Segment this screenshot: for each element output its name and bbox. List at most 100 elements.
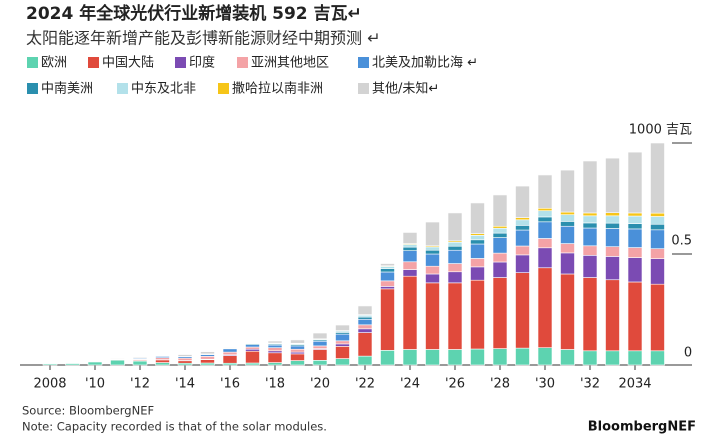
bar-segment [290,348,305,353]
bar-segment [560,349,575,366]
x-tick-label: '16 [220,377,240,392]
x-tick-label: 2034 [618,377,651,392]
bar-segment [425,249,440,255]
legend-swatch [358,57,369,68]
bar-segment [605,222,620,229]
bar-segment [380,266,395,269]
y-tick-label: 0.5 [671,234,692,249]
bar-segment [335,324,350,331]
bar-segment [425,282,440,350]
bar-segment [357,318,373,326]
bar-segment [470,235,485,241]
bar-segment [627,223,643,230]
bar-segment [380,350,395,366]
bar-segment [222,346,238,349]
legend-label: 亚洲其他地区 [251,56,329,71]
x-tick-label: '24 [400,377,420,392]
bar-segment [425,253,440,267]
bar-segment [447,249,463,264]
bar-segment [605,256,620,281]
bar-segment [627,257,643,283]
bar-segment [582,245,598,256]
bar-segment [605,215,620,224]
bar-segment [290,360,305,366]
bar-segment [380,263,395,267]
bar-segment [470,348,485,366]
x-tick-label: '26 [445,377,465,392]
bar-segment [447,241,463,247]
bar-segment [492,252,508,263]
bar-segment [447,271,463,284]
bar-segment [245,344,260,348]
bar-segment [380,286,395,290]
bar-segment [627,228,643,248]
bar-segment [357,316,373,320]
bar-segment [492,227,508,234]
bar-segment [177,354,193,357]
bar-segment [515,245,530,256]
bar-segment [357,328,373,333]
bar-segment [132,357,148,359]
legend-label: 中南美洲 [41,81,93,97]
bar-segment [537,267,553,348]
bar-segment [605,212,620,217]
bar-segment [492,348,508,366]
bar-segment [627,247,643,258]
bar-segment [537,210,553,218]
legend-swatch [358,83,369,94]
bar-segment [267,344,283,348]
bar-segment [470,258,485,268]
bar-segment [447,282,463,350]
bar-segment [582,350,598,366]
bar-segment [425,265,440,275]
bar-segment [425,221,440,247]
x-tick-label: '10 [85,377,105,392]
bar-segment [560,252,575,275]
bar-segment [110,359,125,366]
bar-segment [560,273,575,350]
bar-segment [560,169,575,213]
bar-segment [380,280,395,287]
bar-segment [492,237,508,254]
bar-segment [402,232,418,244]
bar-segment [335,340,350,345]
legend-label: 撒哈拉以南非洲 [232,81,323,97]
bar-segment [402,275,418,350]
bar-segment [290,353,305,361]
bar-segment [515,219,530,226]
bar-segment [537,238,553,249]
bar-segment [650,350,665,366]
bar-segment [267,347,283,352]
bar-segment [425,349,440,366]
bar-segment [357,324,373,330]
bar-segment [447,349,463,366]
bar-segment [357,355,373,366]
x-tick-label: '28 [490,377,510,392]
bar-segment [312,360,328,366]
bar-segment [515,229,530,247]
bar-segment [335,346,350,359]
bar-segment [627,151,643,214]
bar-segment [312,340,328,347]
source: Source: BloombergNEF [22,404,154,418]
bar-segment [470,243,485,259]
bar-segment [290,339,305,344]
legend-label: 欧洲 [41,56,67,71]
bar-segment [582,160,598,214]
note: Note: Capacity recorded is that of the s… [22,420,327,434]
legend-swatch [117,83,128,94]
bar-segment [627,212,643,217]
bar-segment [425,273,440,284]
bar-segment [222,351,238,356]
bar-segment [402,246,418,251]
bar-segment [627,281,643,352]
bar-segment [132,360,148,366]
bar-segment [515,225,530,231]
legend-swatch [27,83,38,94]
bar-segment [222,348,238,353]
bar-segment [537,174,553,209]
bar-segment [515,347,530,366]
bar-segment [335,343,350,347]
x-tick-label: '32 [580,377,600,392]
legend-swatch [27,57,38,68]
